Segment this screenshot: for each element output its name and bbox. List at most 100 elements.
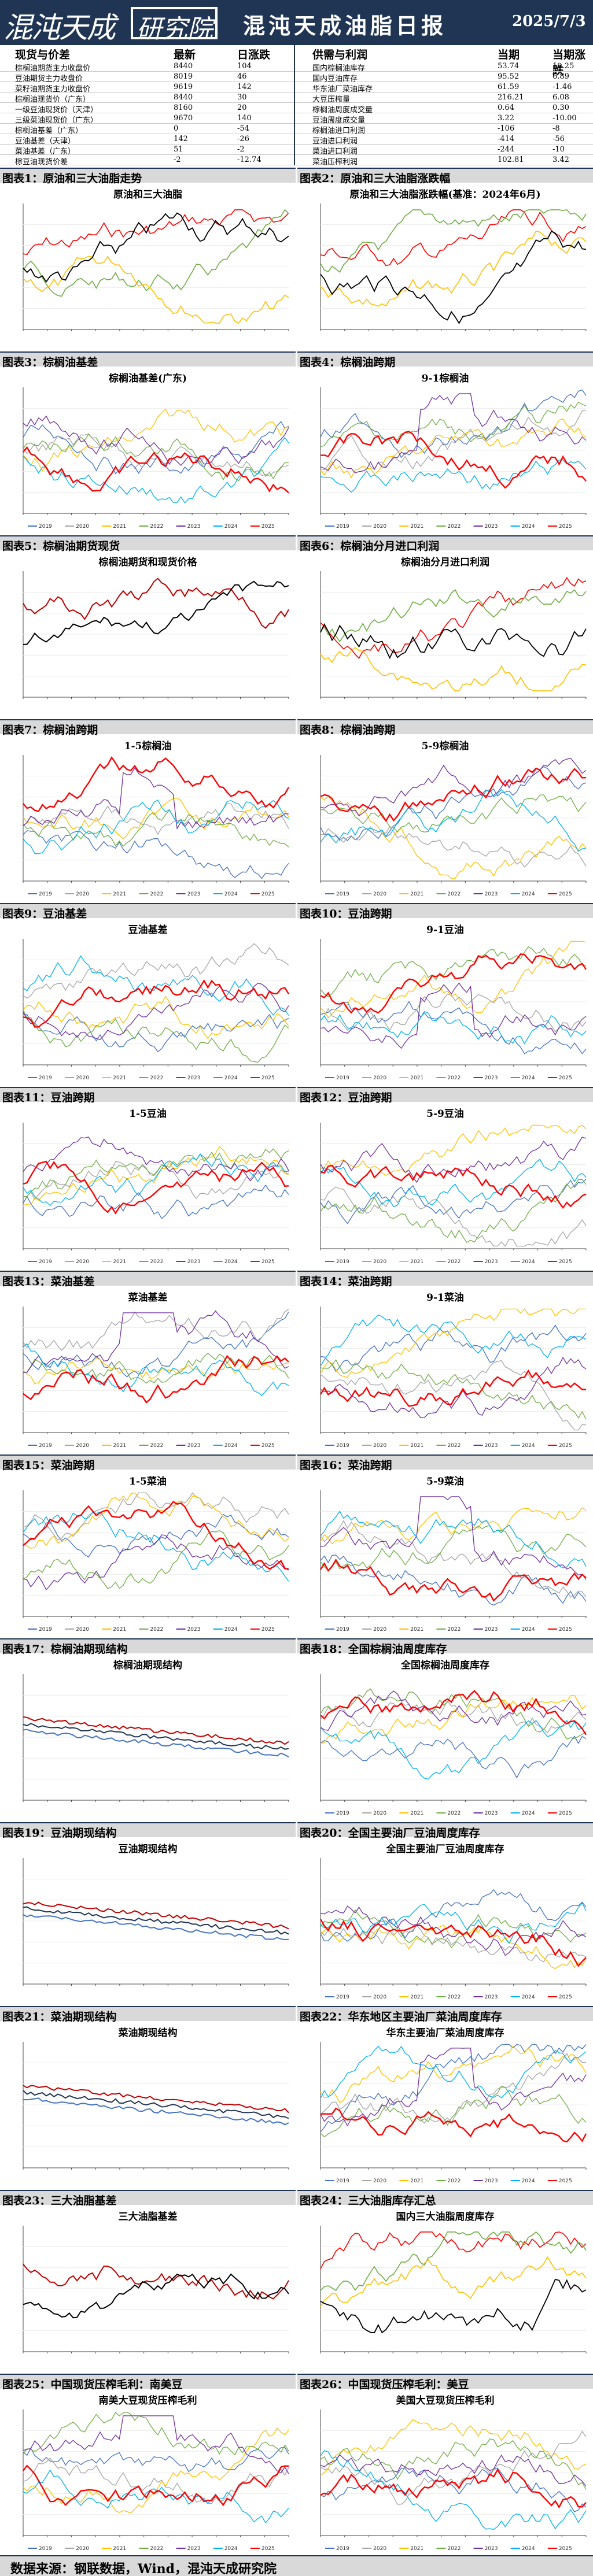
- summary-value: 9670: [174, 114, 193, 123]
- chart-panel: 2019 2020 2021 2022 2023 2024 2025 5-9棕榈油: [297, 735, 593, 901]
- series-line-5: [320, 2045, 587, 2098]
- chart-canvas: [320, 571, 587, 699]
- legend-label: 2023: [485, 2178, 498, 2184]
- chart-canvas: 2019 2020 2021 2022 2023 2024 2025: [320, 2410, 587, 2552]
- series-line-2: [320, 2045, 587, 2104]
- series-line-5: [320, 1511, 587, 1568]
- section-title: 图表3：棕榈油基差: [0, 351, 296, 369]
- chart-title: 华东主要油厂菜油周度库存: [386, 2027, 504, 2039]
- chart-canvas: [23, 2226, 289, 2353]
- series-line-1: [23, 1723, 289, 1750]
- series-line-1: [23, 209, 289, 297]
- series-line-6: [320, 953, 587, 1014]
- chart-title: 1-5豆油: [129, 1108, 167, 1120]
- legend-label: 2020: [373, 1259, 386, 1265]
- summary-value: 8019: [174, 72, 193, 81]
- legend-label: 2024: [224, 524, 238, 530]
- series-line-1: [23, 803, 289, 835]
- series-line-0: [23, 209, 289, 256]
- legend-label: 2021: [410, 1994, 423, 2000]
- chart-canvas: 2019 2020 2021 2022 2023 2024 2025: [23, 1123, 289, 1265]
- legend-label: 2023: [485, 1627, 498, 1633]
- legend-label: 2020: [76, 891, 89, 897]
- summary-value: 10.25: [553, 62, 574, 71]
- series-line-4: [320, 2048, 587, 2127]
- legend-label: 2025: [559, 1443, 572, 1449]
- footer-source: 数据来源：钢联数据，Wind，混沌天成研究院: [0, 2555, 593, 2576]
- legend-label: 2025: [559, 1075, 572, 1081]
- row-divider: [0, 154, 593, 155]
- summary-value: -414: [498, 135, 515, 143]
- legend-label: 2022: [150, 1443, 163, 1449]
- chart-canvas: [23, 203, 289, 331]
- chart-panel: 2019 2020 2021 2022 2023 2024 2025 5-9豆油: [297, 1103, 593, 1268]
- chart-canvas: 2019 2020 2021 2022 2023 2024 2025: [320, 755, 587, 897]
- legend-label: 2019: [39, 891, 52, 897]
- series-line-6: [320, 2107, 587, 2143]
- series-line-1: [320, 993, 587, 1032]
- section-title: 图表4：棕榈油跨期: [297, 351, 593, 369]
- series-line-0: [320, 576, 587, 660]
- series-line-1: [320, 826, 587, 868]
- chart-panel: 2019 2020 2021 2022 2023 2024 2025 菜油基差: [0, 1287, 296, 1452]
- section-title: 图表15：菜油跨期: [0, 1454, 296, 1472]
- series-line-2: [23, 2097, 289, 2126]
- series-line-4: [23, 1137, 289, 1182]
- series-line-1: [320, 409, 587, 471]
- chart-canvas: 2019 2020 2021 2022 2023 2024 2025: [319, 1490, 587, 1633]
- chart-panel: 2019 2020 2021 2022 2023 2024 2025 9-1棕榈油: [297, 368, 593, 533]
- summary-label: 国内豆油库存: [312, 75, 358, 83]
- chart-title: 9-1豆油: [426, 924, 464, 936]
- series-line-1: [23, 1161, 289, 1200]
- legend-label: 2024: [522, 1259, 535, 1265]
- series-line-3: [23, 809, 289, 847]
- summary-row: 菜油基差（广东） 51 -2 菜油进口利润 -244 -10: [0, 145, 593, 156]
- series-line-6: [320, 1164, 587, 1209]
- chart-title: 美国大豆现货压榨毛利: [396, 2395, 495, 2407]
- chart-panel: 2019 2020 2021 2022 2023 2024 2025 南美大豆现货压榨毛利: [0, 2390, 296, 2555]
- legend-label: 2021: [410, 1443, 423, 1449]
- legend-label: 2021: [410, 1627, 423, 1633]
- legend-label: 2022: [447, 2546, 461, 2552]
- legend-label: 2022: [150, 1075, 163, 1081]
- series-line-1: [320, 1186, 587, 1247]
- series-line-3: [23, 1148, 289, 1197]
- logo-box: 研究院: [131, 7, 218, 44]
- legend-label: 2023: [485, 524, 498, 530]
- chart-title: 1-5棕榈油: [124, 741, 172, 752]
- legend-label: 2023: [187, 1259, 201, 1265]
- series-line-3: [320, 1179, 587, 1243]
- chart-panel: 2019 2020 2021 2022 2023 2024 2025 全国主要油厂豆油周度库存: [297, 1838, 593, 2004]
- series-line-4: [23, 767, 289, 830]
- legend-label: 2020: [76, 2546, 89, 2552]
- summary-value: 46: [237, 72, 247, 81]
- summary-value: 8440: [174, 62, 193, 71]
- series-line-0: [23, 578, 289, 629]
- summary-value: 216.21: [498, 93, 524, 102]
- chart-title: 菜油期现结构: [118, 2027, 178, 2039]
- series-line-2: [23, 1146, 289, 1206]
- chart-title: 三大油脂基差: [118, 2211, 178, 2223]
- summary-label: 三级菜油现货价（广东）: [15, 116, 98, 125]
- legend-label: 2024: [224, 1259, 238, 1265]
- brand-logo: 混沌天成 研究院: [3, 3, 218, 45]
- row-divider: [0, 102, 593, 103]
- summary-value: -2: [237, 145, 245, 154]
- section-title: 图表8：棕榈油跨期: [297, 719, 593, 736]
- legend-label: 2024: [522, 1443, 535, 1449]
- chart-canvas: [320, 203, 587, 331]
- summary-value: 104: [237, 62, 252, 71]
- legend-label: 2025: [559, 1811, 572, 1816]
- chart-panel: 2019 2020 2021 2022 2023 2024 2025 棕榈油基差(广东): [0, 368, 296, 533]
- chart-canvas: 2019 2020 2021 2022 2023 2024 2025: [23, 1490, 289, 1633]
- series-line-1: [23, 2273, 289, 2319]
- section-title: 图表19：豆油期现结构: [0, 1822, 296, 1840]
- series-line-5: [23, 1343, 289, 1397]
- section-title: 图表24：三大油脂库存汇总: [297, 2190, 593, 2207]
- series-line-1: [320, 1924, 587, 1963]
- series-line-2: [23, 2427, 289, 2514]
- legend-label: 2022: [150, 524, 163, 530]
- legend-label: 2023: [187, 2546, 201, 2552]
- chart-canvas: 2019 2020 2021 2022 2023 2024 2025: [320, 1674, 587, 1816]
- series-line-2: [320, 646, 587, 691]
